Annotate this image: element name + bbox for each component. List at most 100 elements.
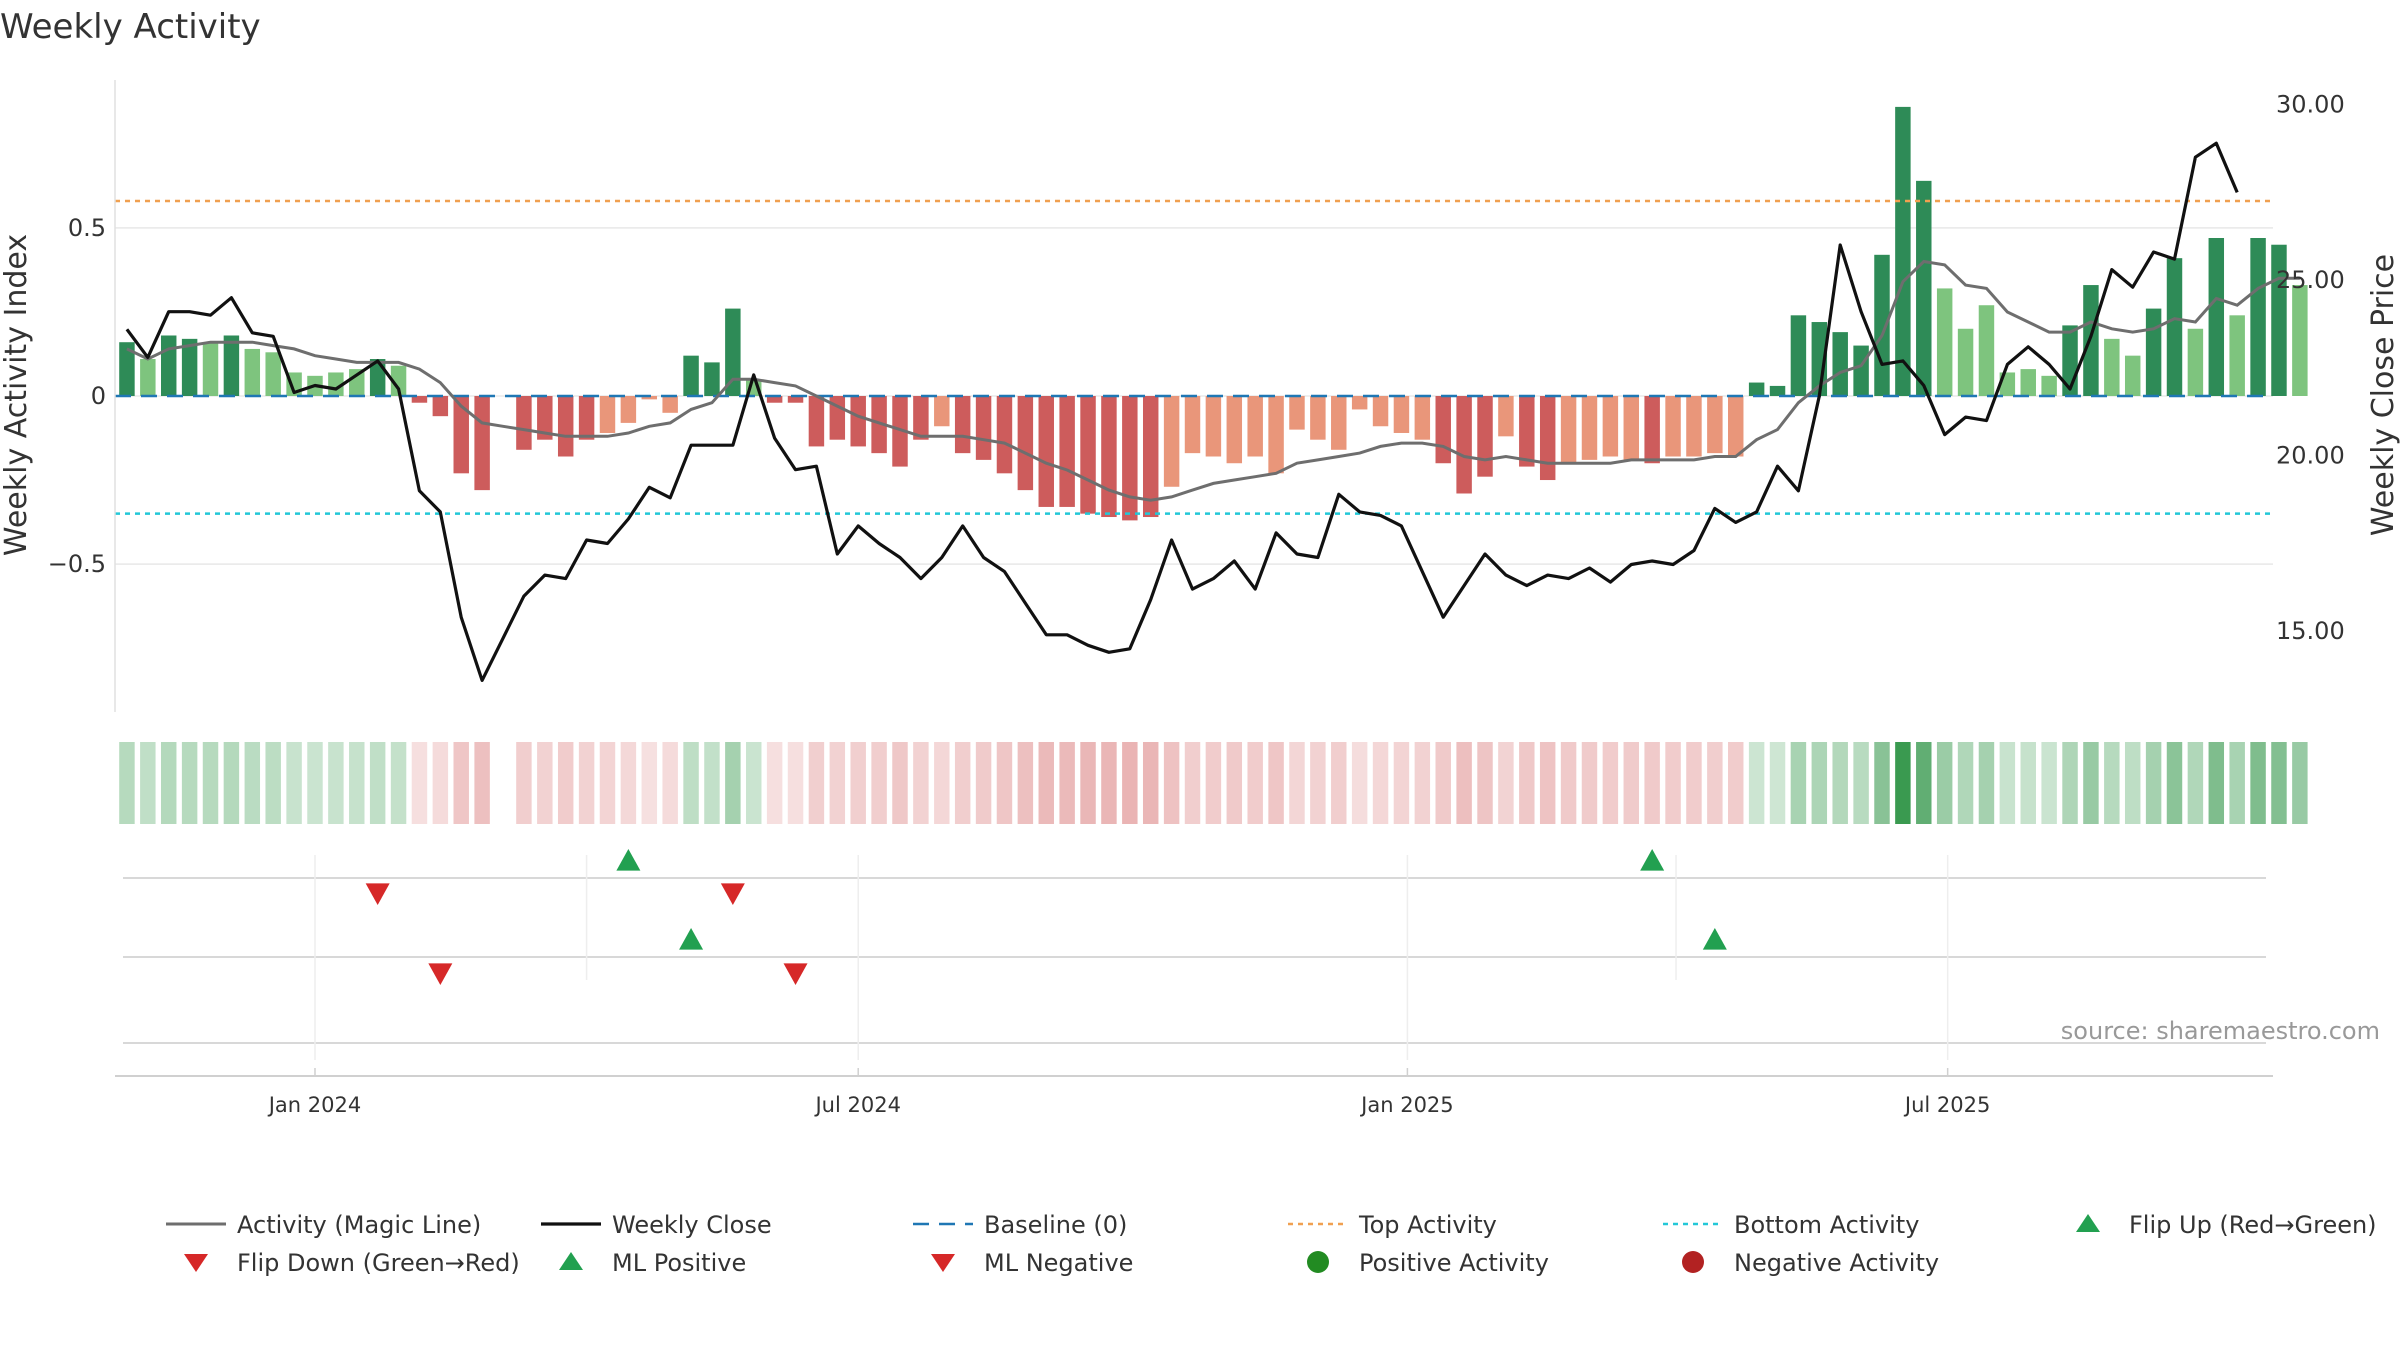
activity-bar (453, 396, 469, 474)
activity-bar (1686, 396, 1702, 457)
heat-strip-cell (1853, 742, 1869, 824)
flip-up-marker (616, 849, 641, 871)
heat-strip-cell (2020, 742, 2036, 824)
series-lines (125, 141, 2300, 683)
activity-bar (1038, 396, 1054, 507)
heat-strip-cell (1059, 742, 1075, 824)
heat-strip-cell (2062, 742, 2078, 824)
heat-strip-cell (223, 742, 240, 824)
flip-up-marker (1640, 849, 1665, 871)
heat-strip-cell (1623, 742, 1640, 824)
heat-strip-cell (1372, 742, 1389, 824)
heat-strip-cell (746, 742, 762, 824)
heat-strip-cell (1331, 742, 1347, 824)
heat-strip-cell (1602, 742, 1619, 824)
heat-strip-cell (2208, 742, 2225, 824)
axes: 0.5 0 −0.5 30.00 25.00 20.00 15.00 Jan 2024 Jul … (48, 80, 2345, 1117)
heat-strip-cell (1101, 742, 1117, 824)
heat-strip-cell (160, 742, 177, 824)
magic-line (126, 259, 2300, 502)
heat-strip-cell (2187, 742, 2204, 824)
heat-strip-cell (432, 742, 449, 824)
activity-bar (1184, 396, 1201, 454)
activity-bar (328, 372, 344, 396)
heat-strip-cell (1205, 742, 1222, 824)
activity-bar (1707, 396, 1723, 454)
activity-bar (1748, 382, 1765, 396)
flip-down-marker (365, 883, 390, 905)
heat-strip-cell (181, 742, 198, 824)
activity-bar (265, 352, 281, 396)
activity-bar (808, 396, 825, 447)
activity-bar (975, 396, 992, 460)
heat-strip-cell (1581, 742, 1598, 824)
activity-bar (1122, 396, 1138, 521)
activity-bar (2250, 238, 2266, 396)
heat-strip-cell (683, 742, 699, 824)
activity-bar (432, 396, 449, 417)
activity-bar (1351, 396, 1368, 410)
activity-bar (850, 396, 866, 447)
activity-heat-strip (119, 742, 2308, 824)
activity-bar (2041, 375, 2057, 396)
heat-strip-cell (265, 742, 281, 824)
y-tick-label-left: −0.5 (48, 550, 106, 578)
source-note: source: sharemaestro.com (2061, 1017, 2380, 1045)
heat-strip-cell (1289, 742, 1305, 824)
activity-bar (1017, 396, 1034, 491)
legend-label: Positive Activity (1359, 1249, 1549, 1277)
heat-strip-cell (1686, 742, 1702, 824)
legend-label: Top Activity (1358, 1211, 1497, 1239)
heat-strip-cell (1310, 742, 1326, 824)
y-axis-label-right: Weekly Close Price (2366, 254, 2400, 536)
legend-swatch-positive-dot (1307, 1251, 1329, 1273)
heat-strip-cell (1184, 742, 1201, 824)
activity-bar (934, 396, 950, 427)
legend-label: ML Positive (612, 1249, 746, 1277)
activity-bar (641, 396, 658, 400)
activity-bar (181, 338, 198, 396)
legend-label: Weekly Close (612, 1211, 772, 1239)
activity-bar (1205, 396, 1222, 457)
activity-bar (411, 396, 428, 403)
heat-strip-cell (892, 742, 908, 824)
activity-bar (1623, 396, 1640, 460)
activity-bar (223, 335, 240, 396)
heat-strip-cell (1957, 742, 1974, 824)
heat-strip-cell (2292, 742, 2308, 824)
activity-bar (725, 308, 741, 396)
heat-strip-cell (2271, 742, 2287, 824)
activity-bar (1602, 396, 1619, 457)
heat-strip-cell (307, 742, 323, 824)
y-tick-label-right: 20.00 (2276, 442, 2345, 470)
activity-bar (1874, 254, 1890, 396)
flip-down-marker (720, 883, 745, 905)
activity-bar (1456, 396, 1472, 494)
activity-bar (704, 362, 720, 396)
activity-bar (1581, 396, 1598, 460)
heat-strip-cell (411, 742, 428, 824)
activity-bar (954, 396, 971, 454)
legend-label: Baseline (0) (984, 1211, 1127, 1239)
heat-strip-cell (1665, 742, 1681, 824)
activity-bar (160, 335, 177, 396)
activity-bar (578, 396, 595, 440)
heat-strip-cell (1832, 742, 1848, 824)
legend-label: Flip Up (Red→Green) (2129, 1211, 2377, 1239)
heat-strip-cell (474, 742, 490, 824)
y-tick-label-right: 15.00 (2276, 617, 2345, 645)
ml-positive-marker (679, 928, 704, 950)
legend-label: Activity (Magic Line) (237, 1211, 481, 1239)
activity-bar (1226, 396, 1243, 464)
activity-bar (620, 396, 637, 423)
heat-strip-cell (1142, 742, 1159, 824)
heat-strip-cell (1226, 742, 1243, 824)
heat-strip-cell (599, 742, 616, 824)
legend-swatch-up-triangle (2076, 1214, 2100, 1232)
activity-bar (787, 396, 804, 403)
activity-bar (1059, 396, 1075, 507)
reference-lines (115, 199, 2273, 515)
activity-bar (1142, 396, 1159, 518)
heat-strip-cell (1268, 742, 1284, 824)
heat-strip-cell (808, 742, 825, 824)
